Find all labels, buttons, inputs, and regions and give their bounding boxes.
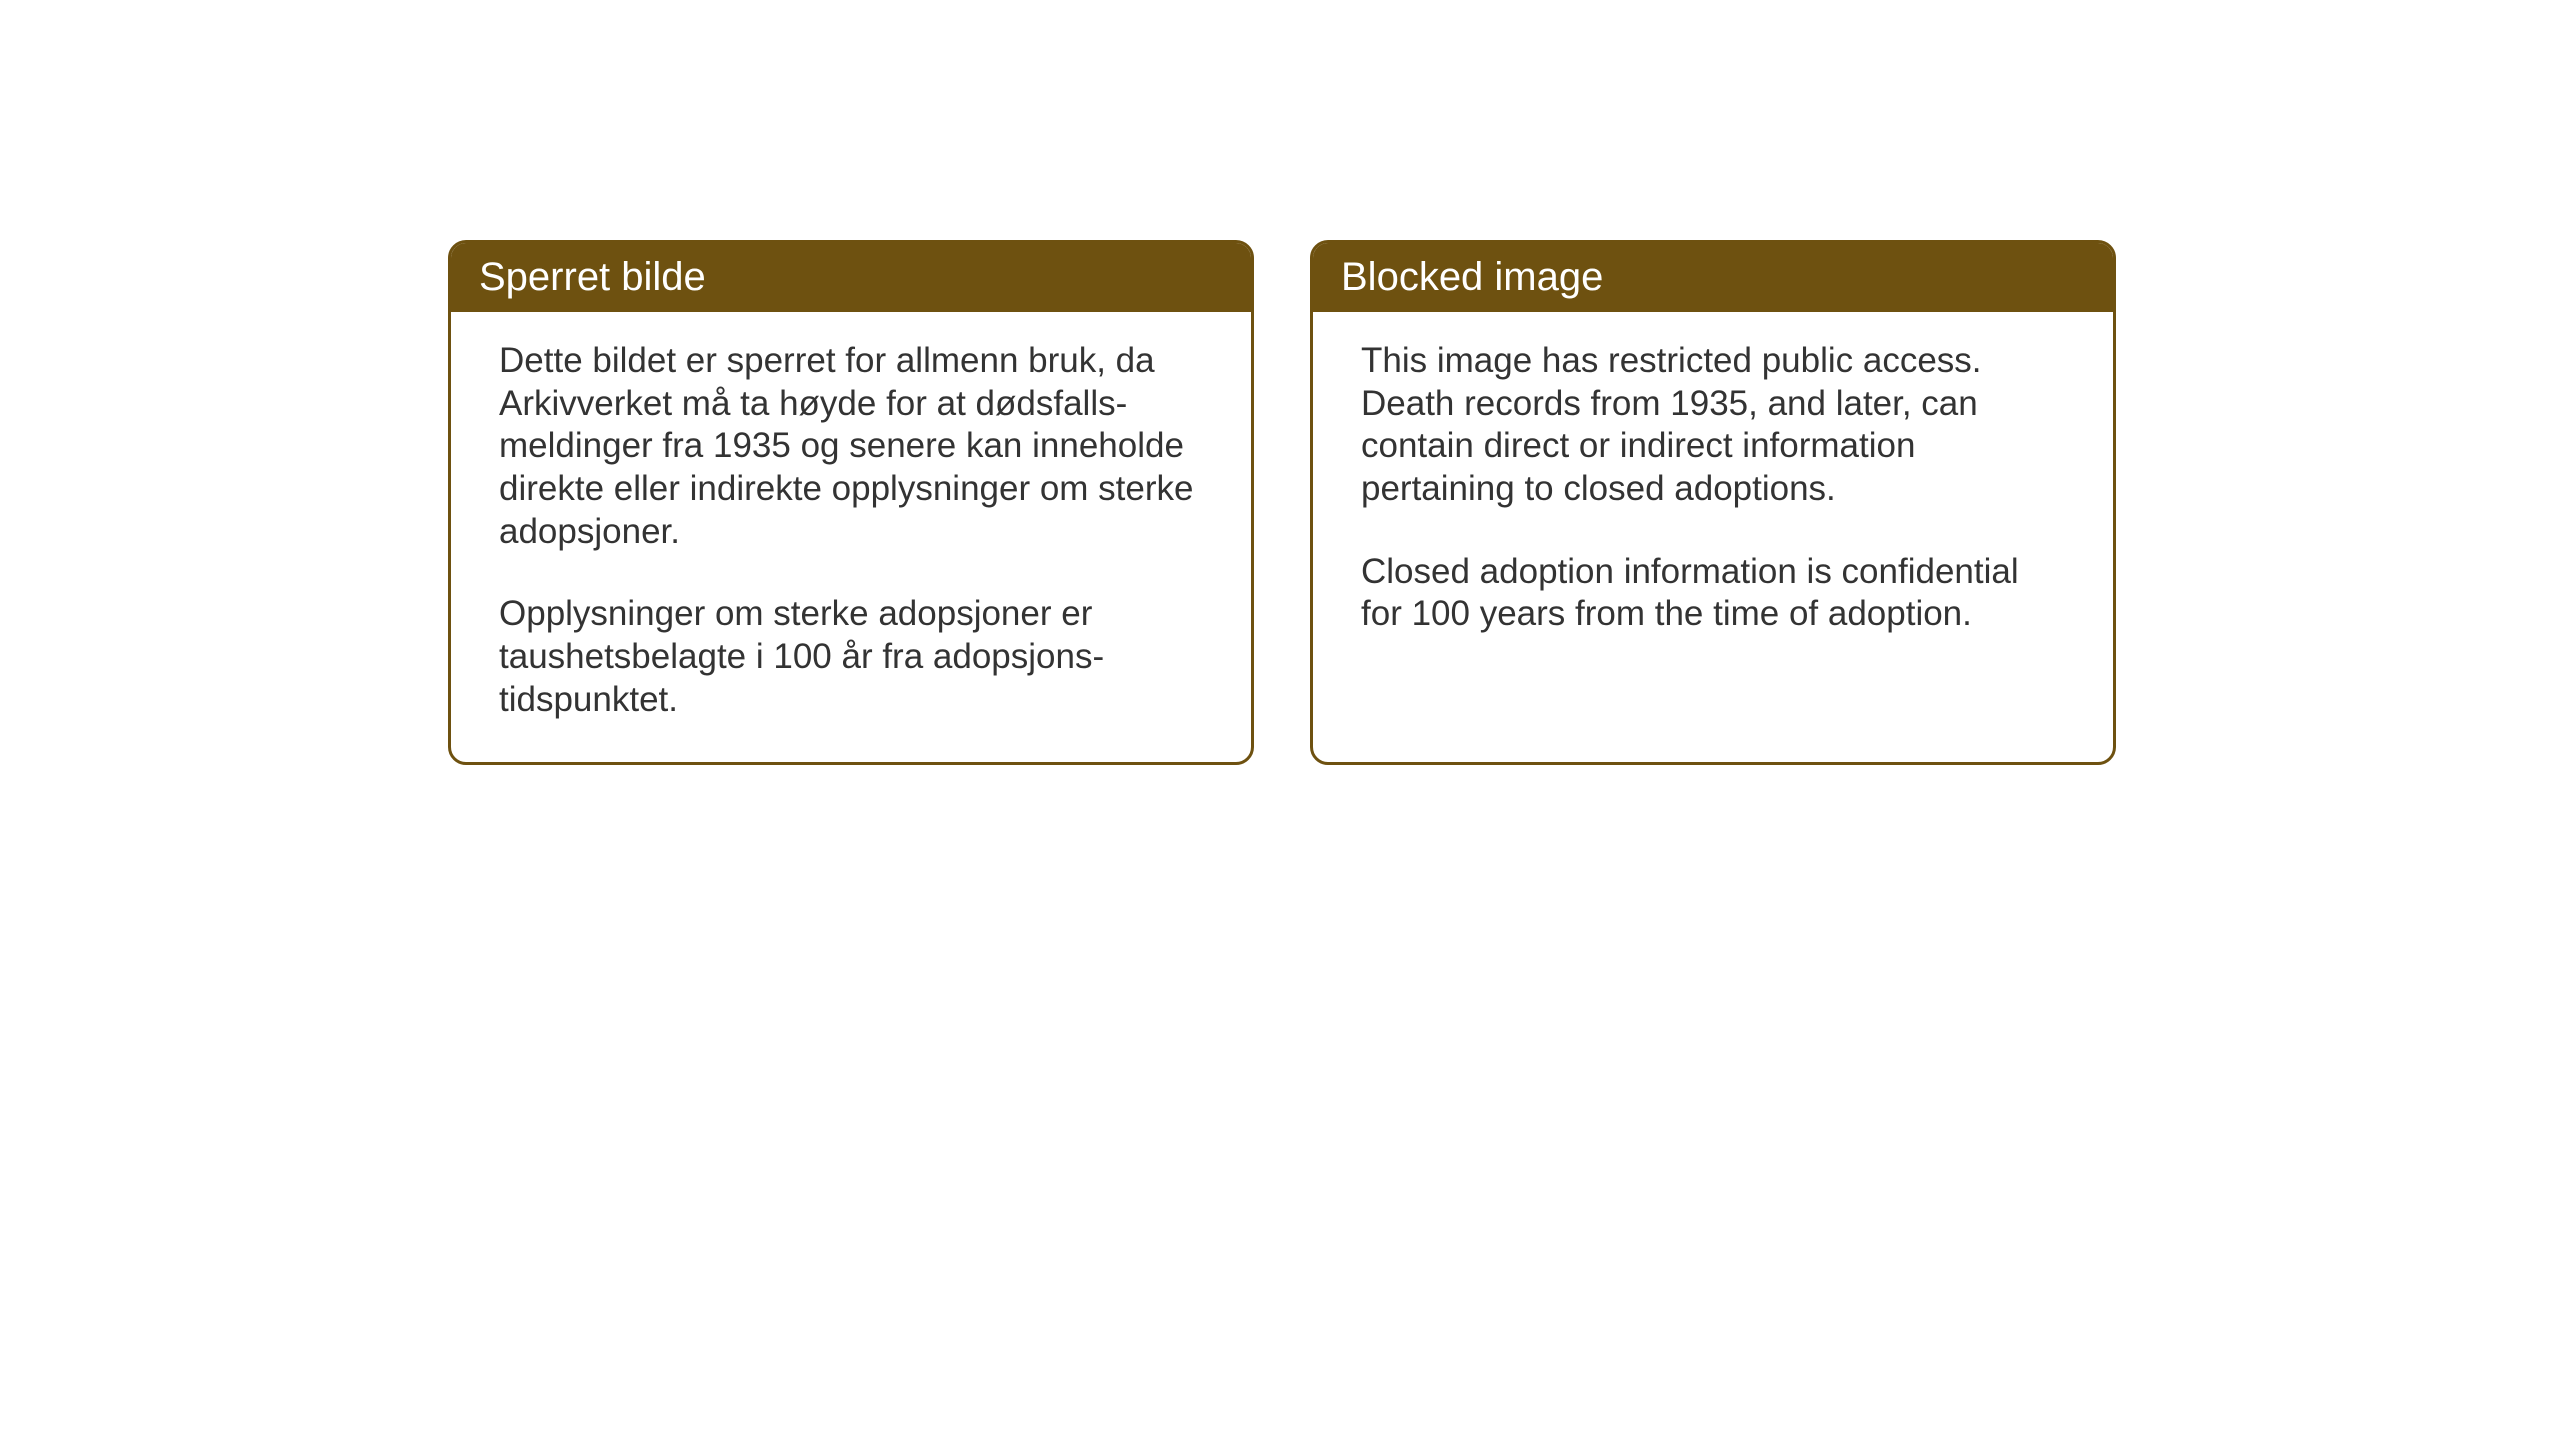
notice-container: Sperret bilde Dette bildet er sperret fo…: [448, 240, 2116, 765]
notice-box-norwegian: Sperret bilde Dette bildet er sperret fo…: [448, 240, 1254, 765]
notice-header-english: Blocked image: [1313, 243, 2113, 312]
notice-paragraph-1-english: This image has restricted public access.…: [1361, 340, 2065, 511]
notice-paragraph-2-norwegian: Opplysninger om sterke adopsjoner er tau…: [499, 593, 1203, 721]
notice-body-english: This image has restricted public access.…: [1313, 312, 2113, 676]
notice-paragraph-1-norwegian: Dette bildet er sperret for allmenn bruk…: [499, 340, 1203, 553]
notice-paragraph-2-english: Closed adoption information is confident…: [1361, 551, 2065, 636]
notice-header-norwegian: Sperret bilde: [451, 243, 1251, 312]
notice-box-english: Blocked image This image has restricted …: [1310, 240, 2116, 765]
notice-body-norwegian: Dette bildet er sperret for allmenn bruk…: [451, 312, 1251, 762]
